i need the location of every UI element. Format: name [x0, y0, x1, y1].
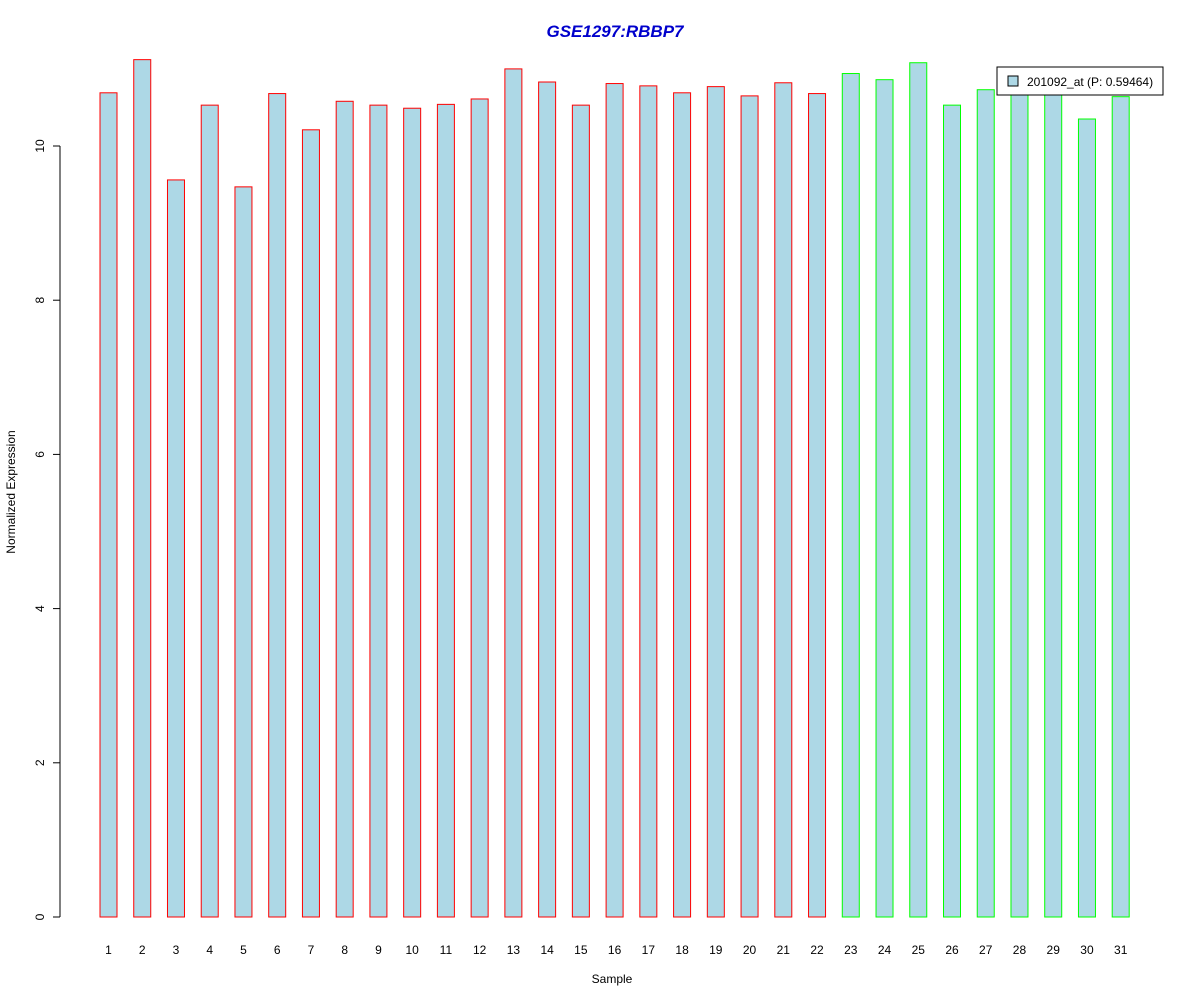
legend-box [996, 66, 1164, 96]
bar-sample-12 [470, 98, 489, 918]
legend-swatch [1007, 75, 1019, 87]
x-tick-label: 5 [240, 943, 247, 957]
y-tick-label: 2 [33, 759, 47, 766]
bar-sample-7 [301, 129, 320, 918]
x-tick-label: 22 [810, 943, 824, 957]
bar-sample-22 [808, 93, 827, 918]
bar-sample-20 [740, 95, 759, 918]
bar-sample-15 [571, 104, 590, 918]
bar-sample-10 [403, 107, 422, 918]
y-tick-label: 0 [33, 913, 47, 920]
bar-sample-16 [605, 83, 624, 918]
bar-sample-29 [1044, 93, 1063, 918]
x-tick-label: 31 [1114, 943, 1128, 957]
bar-sample-30 [1077, 118, 1096, 918]
x-tick-labels: 1 2 3 4 5 6 7 8 9 10 11 12 13 14 15 16 17 18 19 20 21 22 23 24 2… [105, 943, 1128, 957]
x-tick-label: 27 [979, 943, 993, 957]
bar-sample-21 [774, 82, 793, 918]
y-axis-label: Normalized Expression [4, 430, 18, 553]
x-tick-label: 9 [375, 943, 382, 957]
x-tick-label: 23 [844, 943, 858, 957]
x-tick-label: 16 [608, 943, 622, 957]
x-tick-label: 26 [945, 943, 959, 957]
x-tick-label: 19 [709, 943, 723, 957]
bar-sample-3 [166, 179, 185, 918]
bar-sample-9 [369, 104, 388, 918]
bar-sample-13 [504, 68, 523, 918]
bars-group [99, 59, 1130, 918]
bar-sample-24 [875, 79, 894, 918]
x-tick-label: 2 [139, 943, 146, 957]
x-tick-label: 6 [274, 943, 281, 957]
x-tick-label: 28 [1013, 943, 1027, 957]
x-tick-label: 8 [341, 943, 348, 957]
y-tick-label: 4 [33, 605, 47, 612]
x-tick-label: 3 [173, 943, 180, 957]
x-tick-label: 25 [912, 943, 926, 957]
x-tick-label: 21 [777, 943, 791, 957]
x-tick-label: 7 [308, 943, 315, 957]
bar-sample-14 [538, 81, 557, 918]
bar-sample-6 [268, 93, 287, 918]
bar-sample-31 [1111, 96, 1130, 918]
bar-sample-2 [133, 59, 152, 918]
x-tick-label: 30 [1080, 943, 1094, 957]
bar-sample-26 [943, 104, 961, 918]
y-axis: 0 2 4 6 8 10 [33, 139, 61, 920]
bar-sample-5 [234, 186, 253, 918]
x-axis-label: Sample [592, 972, 633, 986]
legend-label: 201092_at (P: 0.59464) [1027, 75, 1153, 89]
bar-sample-25 [909, 62, 928, 918]
x-tick-label: 20 [743, 943, 757, 957]
bar-sample-28 [1010, 93, 1029, 918]
bar-sample-4 [200, 104, 219, 918]
y-tick-label: 10 [33, 139, 47, 153]
legend: 201092_at (P: 0.59464) [996, 66, 1164, 96]
chart-title: GSE1297:RBBP7 [546, 22, 685, 41]
bar-sample-18 [673, 92, 692, 918]
bar-sample-11 [436, 103, 455, 918]
x-tick-label: 14 [540, 943, 554, 957]
x-tick-label: 4 [206, 943, 213, 957]
bar-sample-1 [99, 92, 118, 918]
x-tick-label: 13 [507, 943, 521, 957]
bar-sample-17 [639, 85, 658, 918]
x-tick-label: 24 [878, 943, 892, 957]
bar-sample-23 [841, 73, 860, 918]
x-tick-label: 12 [473, 943, 487, 957]
x-tick-label: 18 [675, 943, 689, 957]
x-tick-label: 29 [1047, 943, 1061, 957]
x-tick-label: 11 [440, 943, 453, 957]
bar-sample-27 [976, 89, 995, 918]
bar-sample-19 [706, 86, 725, 918]
bar-sample-8 [335, 100, 354, 918]
x-tick-label: 1 [105, 943, 112, 957]
y-tick-label: 6 [33, 451, 47, 458]
x-tick-label: 10 [405, 943, 419, 957]
x-tick-label: 15 [574, 943, 588, 957]
x-tick-label: 17 [642, 943, 656, 957]
y-tick-label: 8 [33, 297, 47, 304]
